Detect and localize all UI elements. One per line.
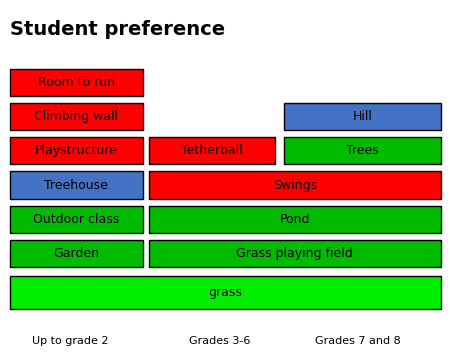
- Text: Climbing wall: Climbing wall: [34, 110, 118, 123]
- Bar: [148, 137, 274, 164]
- Bar: [10, 69, 143, 96]
- Text: Pond: Pond: [279, 213, 310, 226]
- Bar: [284, 137, 441, 164]
- Bar: [10, 103, 143, 130]
- Text: Grades 7 and 8: Grades 7 and 8: [315, 336, 400, 346]
- Text: Swings: Swings: [273, 178, 317, 192]
- Text: Tetherball: Tetherball: [181, 144, 242, 157]
- Text: Up to grade 2: Up to grade 2: [32, 336, 108, 346]
- Text: Garden: Garden: [53, 247, 99, 260]
- Text: Playstructure: Playstructure: [35, 144, 118, 157]
- Bar: [10, 171, 143, 199]
- Bar: [148, 171, 441, 199]
- Text: Treehouse: Treehouse: [45, 178, 108, 192]
- Text: grass: grass: [208, 286, 243, 299]
- Text: Outdoor class: Outdoor class: [33, 213, 119, 226]
- Bar: [10, 240, 143, 267]
- Bar: [10, 137, 143, 164]
- Bar: [148, 206, 441, 233]
- Bar: [284, 103, 441, 130]
- Text: Room to run: Room to run: [38, 75, 115, 89]
- Text: Student preference: Student preference: [10, 20, 225, 39]
- Text: Grass playing field: Grass playing field: [236, 247, 353, 260]
- Text: Hill: Hill: [352, 110, 372, 123]
- Bar: [10, 206, 143, 233]
- Text: Grades 3-6: Grades 3-6: [189, 336, 250, 346]
- Bar: [10, 276, 441, 309]
- Text: Trees: Trees: [346, 144, 378, 157]
- Bar: [148, 240, 441, 267]
